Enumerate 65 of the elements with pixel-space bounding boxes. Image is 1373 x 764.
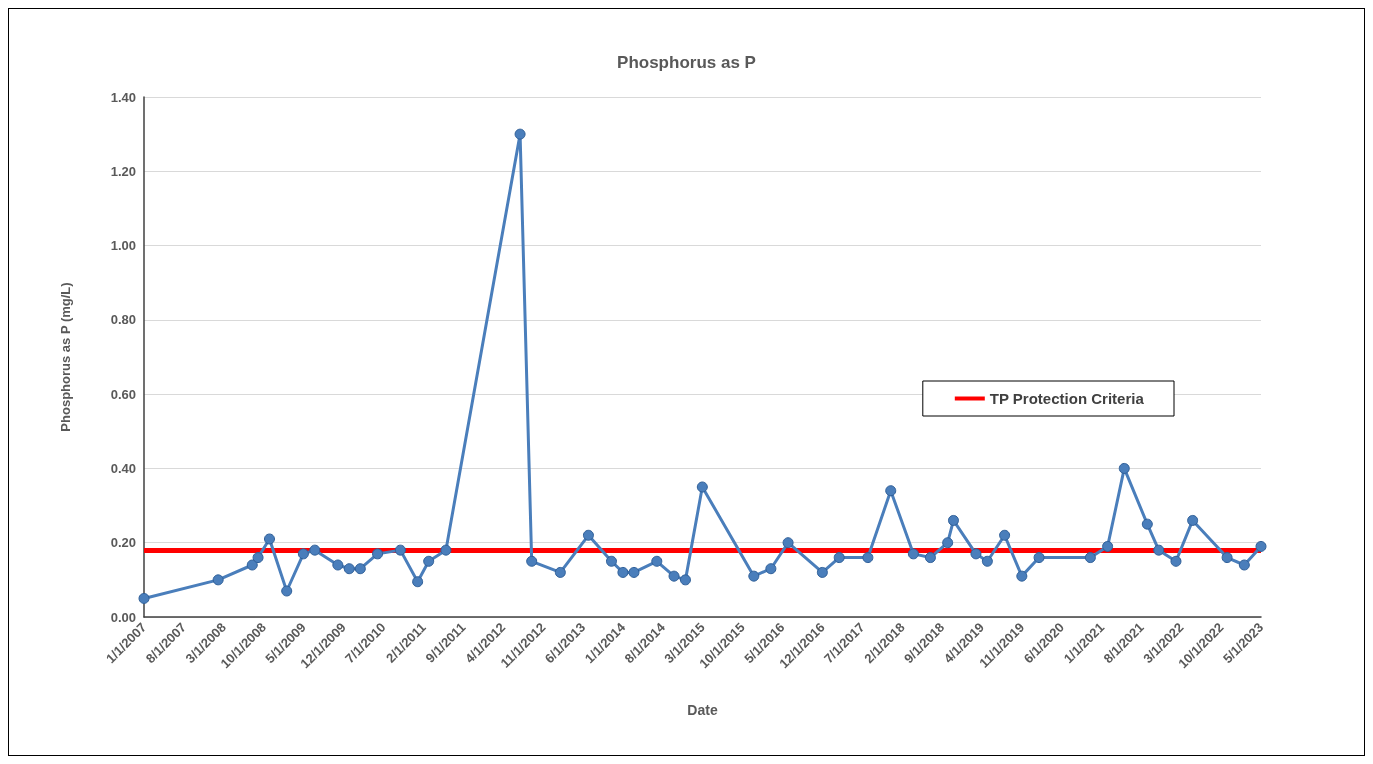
point [748, 570, 760, 582]
point [862, 552, 874, 564]
point [526, 555, 538, 567]
point [309, 544, 321, 556]
point [981, 555, 993, 567]
y-tick-label: 0.00 [110, 609, 136, 625]
point [1016, 570, 1028, 582]
y-tick-label: 1.40 [110, 89, 136, 105]
point [970, 548, 982, 560]
point [554, 566, 566, 578]
x-axis-title: Date [687, 702, 718, 718]
point [1238, 559, 1250, 571]
point [679, 574, 691, 586]
point [423, 555, 435, 567]
point [412, 576, 424, 588]
point [816, 566, 828, 578]
point [514, 128, 526, 140]
y-axis-title: Phosphorus as P (mg/L) [58, 282, 73, 432]
y-tick-label: 0.20 [110, 535, 136, 551]
point [1221, 552, 1233, 564]
point [924, 552, 936, 564]
chart-title: Phosphorus as P [617, 53, 756, 72]
point [354, 563, 366, 575]
point [1118, 462, 1130, 474]
point [1170, 555, 1182, 567]
y-tick-label: 1.20 [110, 163, 136, 179]
legend-label: TP Protection Criteria [989, 390, 1145, 407]
point [1033, 552, 1045, 564]
point [1102, 540, 1114, 552]
point [582, 529, 594, 541]
y-tick-label: 1.00 [110, 238, 136, 254]
point [246, 559, 258, 571]
point [907, 548, 919, 560]
point [1255, 540, 1267, 552]
point [281, 585, 293, 597]
point [1084, 552, 1096, 564]
point [372, 548, 384, 560]
point [765, 563, 777, 575]
point [628, 566, 640, 578]
point [1187, 514, 1199, 526]
point [138, 592, 150, 604]
point [947, 514, 959, 526]
point [885, 485, 897, 497]
point [833, 552, 845, 564]
point [617, 566, 629, 578]
point [942, 537, 954, 549]
point [1141, 518, 1153, 530]
y-tick-label: 0.60 [110, 386, 136, 402]
point [394, 544, 406, 556]
point [605, 555, 617, 567]
y-tick-label: 0.40 [110, 460, 136, 476]
point [212, 574, 224, 586]
y-tick-label: 0.80 [110, 312, 136, 328]
point [440, 544, 452, 556]
point [252, 552, 264, 564]
point [297, 548, 309, 560]
point [668, 570, 680, 582]
point [332, 559, 344, 571]
point [651, 555, 663, 567]
point [1153, 544, 1165, 556]
point [696, 481, 708, 493]
point [782, 537, 794, 549]
point [263, 533, 275, 545]
point [999, 529, 1011, 541]
point [343, 563, 355, 575]
